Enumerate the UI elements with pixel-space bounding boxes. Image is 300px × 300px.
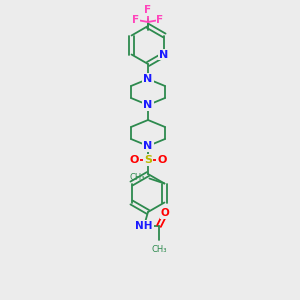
Text: O: O: [129, 155, 139, 165]
Text: N: N: [143, 141, 153, 151]
Text: O: O: [157, 155, 167, 165]
Text: CH₃: CH₃: [151, 245, 167, 254]
Text: O: O: [160, 208, 169, 218]
Text: S: S: [144, 155, 152, 165]
Text: N: N: [143, 100, 153, 110]
Text: F: F: [156, 15, 164, 25]
Text: F: F: [144, 5, 152, 15]
Text: N: N: [143, 74, 153, 84]
Text: F: F: [132, 15, 140, 25]
Text: CH₃: CH₃: [130, 173, 146, 182]
Text: NH: NH: [135, 221, 153, 231]
Text: N: N: [159, 50, 168, 59]
